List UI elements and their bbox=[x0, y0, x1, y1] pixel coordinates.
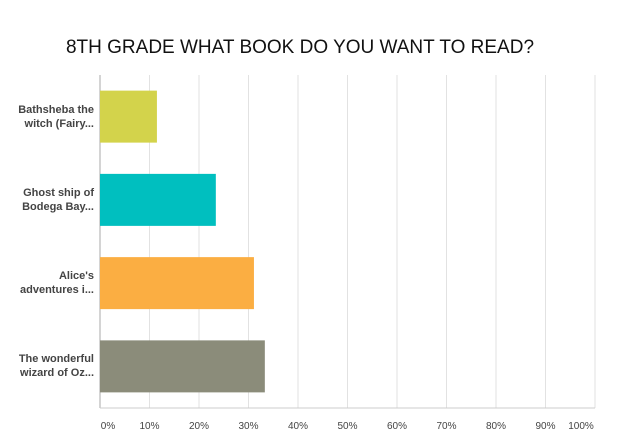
x-tick-label: 0% bbox=[101, 421, 116, 432]
x-tick-label: 20% bbox=[189, 421, 209, 432]
bar bbox=[100, 90, 157, 143]
y-tick-label: Bathsheba the witch (Fairy... bbox=[18, 103, 94, 130]
bar bbox=[100, 340, 265, 393]
y-tick-label: The wonderful wizard of Oz... bbox=[18, 353, 94, 380]
x-tick-label: 10% bbox=[139, 421, 159, 432]
x-tick-label: 60% bbox=[387, 421, 407, 432]
x-tick-label: 30% bbox=[238, 421, 258, 432]
bar bbox=[100, 257, 254, 310]
x-tick-label: 90% bbox=[535, 421, 555, 432]
x-tick-label: 100% bbox=[568, 421, 594, 432]
y-tick-label: Ghost ship of Bodega Bay... bbox=[22, 186, 94, 213]
x-tick-label: 40% bbox=[288, 421, 308, 432]
x-tick-label: 80% bbox=[486, 421, 506, 432]
chart-title: 8TH GRADE WHAT BOOK DO YOU WANT TO READ? bbox=[66, 37, 534, 58]
y-tick-label: Alice's adventures i... bbox=[20, 270, 94, 297]
x-tick-label: 70% bbox=[436, 421, 456, 432]
x-tick-label: 50% bbox=[337, 421, 357, 432]
bar bbox=[100, 173, 216, 226]
